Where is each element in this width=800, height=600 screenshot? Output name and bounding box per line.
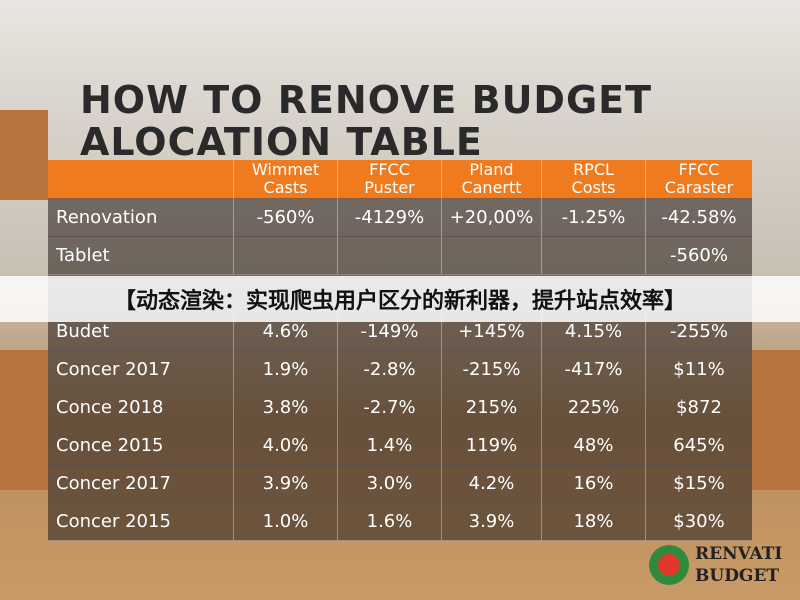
header-text: Caraster (664, 178, 734, 197)
logo-icon (658, 554, 680, 576)
cabinet (0, 350, 48, 490)
table-cell: 4.15% (541, 312, 645, 350)
table-cell (541, 236, 645, 274)
table-row: Tablet -560% (48, 236, 752, 275)
table-cell: 215% (441, 388, 541, 426)
row-label: Renovation (56, 206, 158, 228)
header-cell (48, 160, 233, 198)
header-cell: FFCC Caraster (645, 160, 752, 198)
table-cell: -149% (337, 312, 441, 350)
table-cell (337, 236, 441, 274)
row-label: Concer 2017 (56, 358, 171, 380)
table-row: Renovation -560% -4129% +20,00% -1.25% -42.58… (48, 198, 752, 237)
table-cell: 1.9% (233, 350, 337, 388)
table-cell: -42.58% (645, 198, 752, 236)
table-cell: -560% (645, 236, 752, 274)
row-label: Concer 2017 (56, 472, 171, 494)
header-text: Casts (263, 178, 308, 197)
table-cell: 1.4% (337, 426, 441, 464)
header-text: Puster (364, 178, 415, 197)
table-row: Concer 2017 1.9% -2.8% -215% -417% $11% (48, 350, 752, 389)
logo-text: RENVATI (695, 544, 782, 564)
row-label: Conce 2015 (56, 434, 164, 456)
logo: RENVATI BUDGET (649, 544, 782, 586)
title-line: ALOCATION TABLE (80, 120, 483, 164)
table-cell: +145% (441, 312, 541, 350)
table-cell: -215% (441, 350, 541, 388)
table-cell: 4.2% (441, 464, 541, 502)
table-cell: 4.6% (233, 312, 337, 350)
cabinet (0, 110, 48, 200)
table-cell: 16% (541, 464, 645, 502)
cabinet (752, 350, 800, 490)
table-cell: -1.25% (541, 198, 645, 236)
header-text: FFCC (678, 160, 720, 179)
table-cell (441, 236, 541, 274)
header-text: Pland (469, 160, 514, 179)
table-row: Conce 2015 4.0% 1.4% 119% 48% 645% (48, 426, 752, 465)
table-cell: 119% (441, 426, 541, 464)
table-row: Concer 2017 3.9% 3.0% 4.2% 16% $15% (48, 464, 752, 503)
header-cell: Pland Canertt (441, 160, 541, 198)
table-cell: $11% (645, 350, 752, 388)
header-text: RPCL (573, 160, 614, 179)
table-cell: -255% (645, 312, 752, 350)
table-cell: 48% (541, 426, 645, 464)
table-cell: 645% (645, 426, 752, 464)
logo-text: BUDGET (695, 566, 779, 586)
table-cell: -2.7% (337, 388, 441, 426)
table-row: Conce 2018 3.8% -2.7% 215% 225% $872 (48, 388, 752, 427)
table-cell: $30% (645, 502, 752, 540)
header-cell: RPCL Costs (541, 160, 645, 198)
table-cell: 3.9% (441, 502, 541, 540)
header-cell: FFCC Puster (337, 160, 441, 198)
header-row: Wimmet Casts FFCC Puster Pland Canertt RPCL Cos… (48, 160, 752, 199)
table-row: Concer 2015 1.0% 1.6% 3.9% 18% $30% (48, 502, 752, 541)
title-line: HOW TO RENOVE BUDGET (80, 78, 653, 122)
table-cell: 3.9% (233, 464, 337, 502)
table-cell: 4.0% (233, 426, 337, 464)
table-cell: -560% (233, 198, 337, 236)
table-cell: -2.8% (337, 350, 441, 388)
header-text: FFCC (369, 160, 410, 179)
row-label: Concer 2015 (56, 510, 171, 532)
table-cell: 3.0% (337, 464, 441, 502)
table-cell: +20,00% (441, 198, 541, 236)
row-label: Conce 2018 (56, 396, 164, 418)
table-cell: 18% (541, 502, 645, 540)
table-cell: 3.8% (233, 388, 337, 426)
table-cell: $15% (645, 464, 752, 502)
table-cell: 225% (541, 388, 645, 426)
table-cell: 1.6% (337, 502, 441, 540)
row-label: Tablet (56, 244, 110, 266)
banner: 【动态渲染：实现爬虫用户区分的新利器，提升站点效率】 (0, 276, 800, 322)
table-cell: -4129% (337, 198, 441, 236)
header-text: Wimmet (251, 160, 320, 179)
header-text: Canertt (461, 178, 522, 197)
table-cell: -417% (541, 350, 645, 388)
table-cell: $872 (645, 388, 752, 426)
table-cell: 1.0% (233, 502, 337, 540)
header-cell: Wimmet Casts (233, 160, 337, 198)
table-cell (233, 236, 337, 274)
header-text: Costs (571, 178, 616, 197)
row-label: Budet (56, 320, 110, 342)
